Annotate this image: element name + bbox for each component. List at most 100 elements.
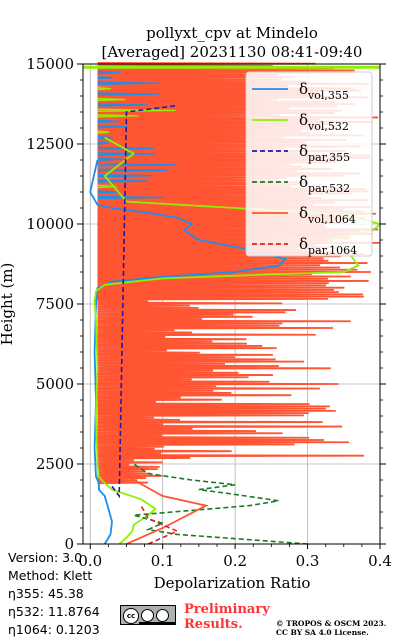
noise-spike-upper [97,70,121,74]
legend-box [245,71,373,257]
noise-spike-upper [97,86,112,91]
noise-spike-vol1064 [97,364,279,368]
noise-spike-upper [97,168,167,172]
noise-spike-upper [97,152,155,156]
noise-spike-vol1064 [97,68,355,72]
noise-spike-vol1064 [97,362,225,366]
noise-spike-vol1064 [97,460,163,464]
retrieval-metadata: Version: 3.0 Method: Klett η355: 45.38 η… [8,549,100,639]
copyright-line2: CC BY SA 4.0 License. [276,628,369,637]
x-tick-label: 0.4 [368,552,392,570]
y-tick-label: 15000 [26,55,74,73]
series-line [111,463,209,545]
chart-title-line2: [Averaged] 20231130 08:41-09:40 [102,43,363,61]
noise-spike-upper [97,184,117,189]
sa-icon [156,609,169,622]
noise-spike-vol1064 [97,355,236,359]
noise-spike-upper [97,130,110,134]
noise-spike-vol1064 [97,377,192,382]
noise-spike-vol1064 [97,424,343,429]
noise-spike-vol1064 [97,382,339,386]
noise-spike-vol1064 [97,297,329,301]
noise-spike-vol1064 [97,445,164,449]
noise-spike-vol1064 [97,380,270,384]
noise-spike-vol1064 [97,375,249,379]
x-tick-label: 0.0 [78,552,102,570]
noise-spike-vol1064 [97,290,339,294]
noise-spike-upper [97,97,126,102]
x-axis-label: Depolarization Ratio [154,574,311,592]
y-axis: 0 2500 5000 7500 10000 12500 15000 [26,55,386,553]
cc-icon: cc [123,608,139,624]
copyright-line1: © TROPOS & OSCM 2023. [276,619,387,628]
noise-spike-vol1064 [97,465,160,469]
x-tick-label: 0.3 [296,552,320,570]
noise-spike-vol1064 [97,337,247,341]
noise-spike-upper [97,141,110,145]
y-tick-label: 10000 [26,215,74,233]
noise-spike-vol1064 [97,359,305,364]
noise-spike-upper [97,179,147,183]
noise-spike-vol1064 [97,294,364,299]
legend: δvol,355δvol,532δpar,355δpar,532δvol,106… [245,71,373,257]
noise-spike-vol1064 [97,261,368,265]
noise-spike-vol1064 [97,292,364,296]
noise-spike-vol1064 [97,478,138,482]
by-icon [141,609,154,622]
noise-spike-vol1064 [97,344,263,348]
noise-spike-upper [97,163,177,167]
noise-spike-vol1064 [97,480,149,485]
noise-spike-vol1064 [97,115,379,119]
noise-spike-upper [97,174,153,178]
preliminary-line1: Preliminary [184,602,270,617]
noise-spike-vol1064 [97,447,155,451]
noise-spike-upper [97,195,164,200]
noise-spike-vol1064 [97,413,304,417]
noise-spike-vol1064 [97,281,329,285]
noise-spike-vol1064 [97,422,164,426]
noise-spike-upper [97,135,114,140]
x-tick-label: 0.1 [151,552,175,570]
noise-spike-vol1064 [97,339,213,343]
y-tick-label: 2500 [36,455,74,473]
noise-spike-vol1064 [97,285,345,290]
noise-spike-vol1064 [97,411,309,415]
noise-spike-vol1064 [97,438,325,442]
noise-spike-vol1064 [97,241,380,245]
noise-spike-vol1064 [97,420,323,424]
noise-spike-upper [97,157,124,162]
noise-spike-vol1064 [97,321,283,326]
noise-spike-vol1064 [97,431,283,435]
noise-spike-vol1064 [97,268,358,272]
noise-spike-vol1064 [97,386,320,391]
noise-spike-vol1064 [97,357,276,361]
preliminary-line2: Results. [184,617,243,632]
y-tick-label: 7500 [36,295,74,313]
noise-spike-vol1064 [97,324,280,328]
noise-spike-upper [97,146,154,151]
noise-spike-vol1064 [97,436,310,440]
noise-spike-vol1064 [97,256,324,261]
noise-spike-vol1064 [97,227,379,231]
noise-spike-vol1064 [97,319,351,323]
noise-spike-vol1064 [97,458,135,462]
noise-spike-vol1064 [97,442,295,447]
noise-spike-vol1064 [97,402,310,406]
noise-spike-vol1064 [97,429,256,433]
noise-spike-vol1064 [97,350,200,355]
noise-spike-vol1064 [97,397,222,402]
noise-spike-vol1064 [97,456,191,460]
noise-spike-vol1064 [97,427,193,431]
noise-spike-vol1064 [97,330,193,335]
noise-spike-vol1064 [97,476,147,480]
noise-spike-vol1064 [97,303,190,308]
noise-spike-vol1064 [97,272,312,276]
noise-spike-vol1064 [97,279,369,283]
noise-spike-vol1064 [97,335,166,339]
noise-spike-vol1064 [97,312,234,317]
noise-spike-vol1064 [97,288,335,292]
noise-spike-vol1064 [97,348,167,352]
noise-spike-vol1064 [97,326,333,330]
noise-spike-vol1064 [97,389,214,393]
x-tick-label: 0.2 [223,552,247,570]
